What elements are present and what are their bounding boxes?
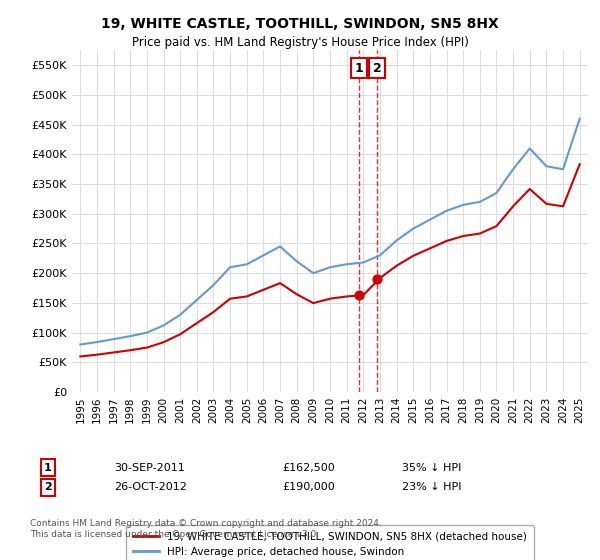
Point [373, 274, 382, 283]
Text: £162,500: £162,500 [282, 463, 335, 473]
Text: 19, WHITE CASTLE, TOOTHILL, SWINDON, SN5 8HX: 19, WHITE CASTLE, TOOTHILL, SWINDON, SN5… [101, 17, 499, 31]
Text: Contains HM Land Registry data © Crown copyright and database right 2024.
This d: Contains HM Land Registry data © Crown c… [30, 519, 382, 539]
Text: 23% ↓ HPI: 23% ↓ HPI [402, 482, 461, 492]
Legend: 19, WHITE CASTLE, TOOTHILL, SWINDON, SN5 8HX (detached house), HPI: Average pric: 19, WHITE CASTLE, TOOTHILL, SWINDON, SN5… [125, 525, 535, 560]
Text: 35% ↓ HPI: 35% ↓ HPI [402, 463, 461, 473]
Point [355, 291, 364, 300]
Text: 2: 2 [373, 62, 382, 74]
Text: 2: 2 [44, 482, 52, 492]
Text: 30-SEP-2011: 30-SEP-2011 [114, 463, 185, 473]
Text: 26-OCT-2012: 26-OCT-2012 [114, 482, 187, 492]
Text: £190,000: £190,000 [282, 482, 335, 492]
Text: Price paid vs. HM Land Registry's House Price Index (HPI): Price paid vs. HM Land Registry's House … [131, 36, 469, 49]
Text: 1: 1 [44, 463, 52, 473]
Text: 1: 1 [355, 62, 364, 74]
